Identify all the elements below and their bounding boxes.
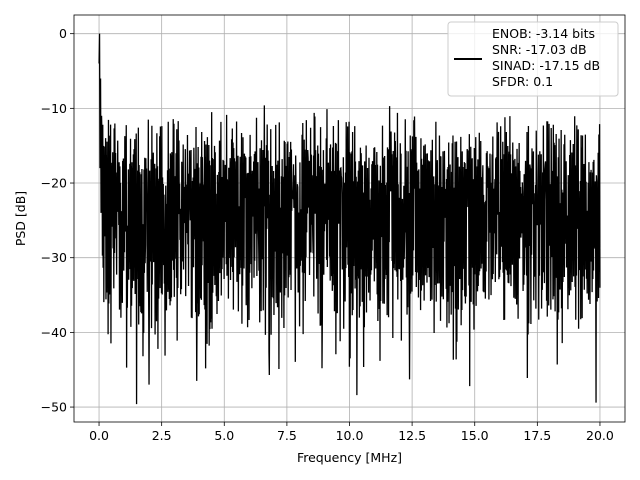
y-tick-label: −10	[41, 101, 67, 116]
y-tick-label: −50	[41, 400, 67, 415]
y-tick-label: −20	[41, 176, 67, 191]
ticks: 0.0 2.5 5.0 7.5 10.0 12.5 15.0 17.5 20.0 0 −10 −20 −…	[41, 26, 614, 443]
x-tick-label: 17.5	[523, 428, 551, 443]
legend: ENOB: -3.14 bits SNR: -17.03 dB SINAD: -…	[447, 21, 619, 97]
y-tick-label: 0	[59, 26, 67, 41]
x-tick-label: 15.0	[461, 428, 489, 443]
x-tick-label: 12.5	[398, 428, 426, 443]
x-tick-label: 7.5	[277, 428, 297, 443]
y-tick-label: −40	[41, 325, 67, 340]
legend-box	[447, 21, 619, 97]
legend-line-enob: ENOB: -3.14 bits	[492, 26, 595, 41]
legend-line-snr: SNR: -17.03 dB	[492, 42, 587, 57]
x-tick-label: 20.0	[586, 428, 614, 443]
series-psd	[98, 33, 601, 405]
psd-trace-line	[98, 33, 601, 405]
x-tick-label: 5.0	[214, 428, 234, 443]
legend-line-sinad: SINAD: -17.15 dB	[492, 58, 600, 73]
y-tick-label: −30	[41, 250, 67, 265]
x-tick-label: 2.5	[152, 428, 172, 443]
x-tick-label: 10.0	[336, 428, 364, 443]
x-tick-label: 0.0	[89, 428, 109, 443]
y-axis-label: PSD [dB]	[13, 191, 28, 246]
x-axis-label: Frequency [MHz]	[297, 450, 402, 465]
legend-line-sfdr: SFDR: 0.1	[492, 74, 553, 89]
